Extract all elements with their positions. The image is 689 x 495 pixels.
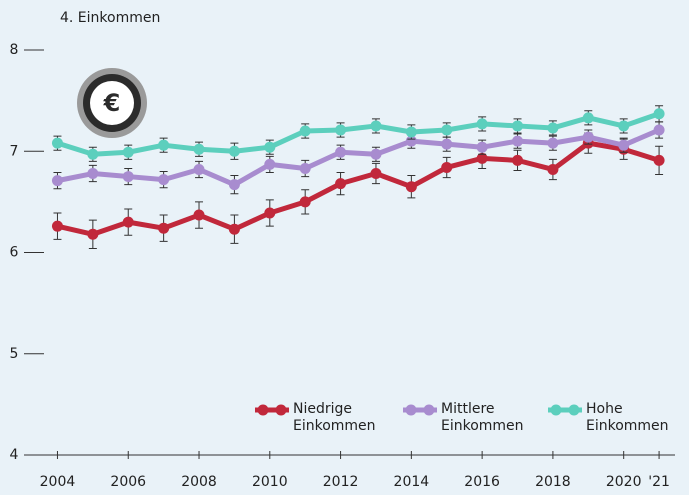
series-line [56, 111, 660, 157]
point [193, 143, 205, 155]
y-tick-label: 8 [10, 42, 19, 58]
point [335, 178, 347, 190]
y-tick-label: 5 [10, 346, 19, 362]
point [228, 223, 240, 235]
point [441, 124, 453, 136]
point [51, 137, 63, 149]
point [370, 120, 382, 132]
point [653, 124, 665, 136]
x-tick-label: 2016 [464, 474, 500, 490]
point [51, 175, 63, 187]
point [441, 138, 453, 150]
point [264, 158, 276, 170]
y-tick-label: 7 [10, 143, 19, 159]
point [299, 162, 311, 174]
legend-marker [423, 404, 435, 416]
point [405, 181, 417, 193]
point [476, 141, 488, 153]
point [122, 146, 134, 158]
point [87, 148, 99, 160]
point [122, 171, 134, 183]
chart-title: 4. Einkommen [60, 10, 160, 26]
legend-marker [550, 404, 562, 416]
point [158, 139, 170, 151]
point [547, 163, 559, 175]
x-tick-label: 2010 [252, 474, 288, 490]
svg-text:€: € [103, 89, 121, 117]
x-tick-label: '21 [648, 474, 670, 490]
point [547, 137, 559, 149]
y-tick-label: 6 [10, 245, 19, 261]
point [547, 122, 559, 134]
legend-marker [275, 404, 287, 416]
x-tick-label: 2012 [323, 474, 359, 490]
point [193, 163, 205, 175]
point [299, 125, 311, 137]
point [122, 216, 134, 228]
point [51, 220, 63, 232]
point [618, 120, 630, 132]
point [405, 126, 417, 138]
point [264, 141, 276, 153]
point [512, 135, 524, 147]
x-tick-label: 2008 [181, 474, 217, 490]
x-tick-label: 2018 [535, 474, 571, 490]
x-tick-label: 2004 [40, 474, 76, 490]
legend-label: Mittlere Einkommen [441, 401, 524, 434]
point [653, 108, 665, 120]
series-line [56, 127, 661, 188]
point [87, 168, 99, 180]
point [299, 196, 311, 208]
point [512, 154, 524, 166]
point [405, 135, 417, 147]
point [158, 222, 170, 234]
legend-label: Hohe Einkommen [586, 401, 669, 434]
point [370, 148, 382, 160]
x-tick-label: 2014 [394, 474, 430, 490]
point [228, 145, 240, 157]
point [582, 112, 594, 124]
point [193, 209, 205, 221]
point [228, 179, 240, 191]
series-line [56, 140, 660, 237]
point [653, 154, 665, 166]
euro-icon: € [77, 68, 147, 138]
legend-marker [405, 404, 417, 416]
point [335, 124, 347, 136]
x-tick-label: 2020 [606, 474, 642, 490]
x-tick-label: 2006 [110, 474, 146, 490]
point [476, 118, 488, 130]
point [158, 174, 170, 186]
y-tick-label: 4 [10, 447, 19, 463]
point [441, 161, 453, 173]
point [87, 228, 99, 240]
point [582, 131, 594, 143]
legend-marker [568, 404, 580, 416]
legend-label: Niedrige Einkommen [293, 401, 376, 434]
point [335, 146, 347, 158]
point [512, 120, 524, 132]
legend-marker [257, 404, 269, 416]
point [264, 207, 276, 219]
point [618, 139, 630, 151]
point [476, 152, 488, 164]
point [370, 168, 382, 180]
